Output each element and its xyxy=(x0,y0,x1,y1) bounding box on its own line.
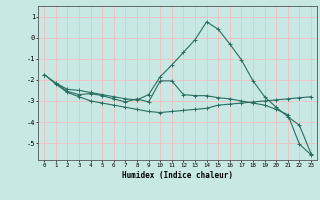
X-axis label: Humidex (Indice chaleur): Humidex (Indice chaleur) xyxy=(122,171,233,180)
